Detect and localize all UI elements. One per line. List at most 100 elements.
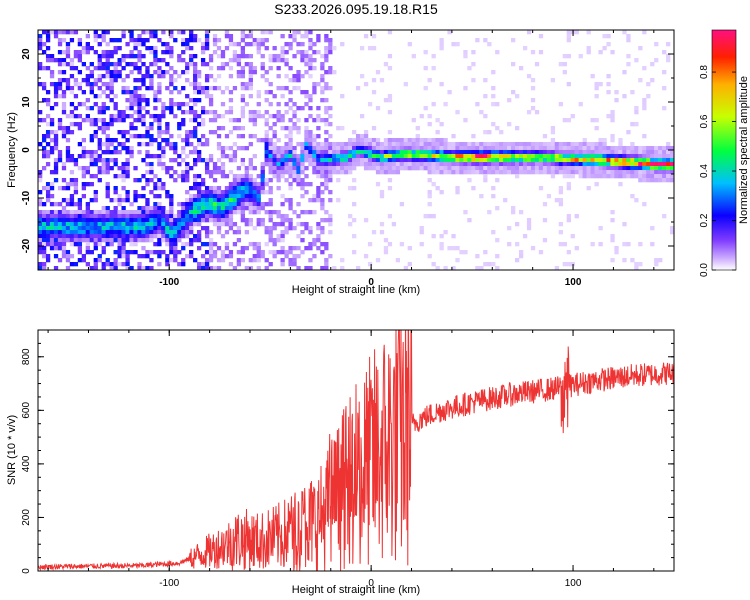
spectrogram-cell [586,158,591,163]
spectrogram-cell [208,118,214,123]
spectrogram-cell [77,58,83,63]
spectrogram-cell [189,198,194,203]
spectrogram-cell [57,202,63,207]
spectrogram-cell [216,190,222,195]
spectrogram-cell [169,230,174,235]
spectrogram-cell [133,54,138,59]
spectrogram-cell [614,246,619,251]
spectrogram-cell [57,70,63,75]
spectrogram-cell [391,138,397,143]
spectrogram-cell [77,114,83,119]
spectrogram-cell [101,82,106,87]
spectrogram-cell [268,142,273,147]
spectrogram-cell [443,162,448,167]
spectrogram-cell [173,170,178,175]
spectrogram-cell [320,146,325,151]
spectrogram-cell [185,178,190,183]
spectrogram-cell [459,166,464,171]
spectrogram-cell [240,146,245,151]
spectrogram-cell [193,90,198,95]
spectrogram-cell [646,170,651,175]
spectrogram-cell [642,66,647,71]
spectrogram-cell [97,238,102,243]
spectrogram-cell [646,150,651,155]
spectrogram-cell [288,106,293,111]
spectrogram-cell [471,62,476,67]
spectrogram-cell [316,38,321,43]
spectrogram-cell [479,162,484,167]
spectrogram-cell [356,86,361,91]
spectrogram-cell [566,38,571,43]
spectrogram-cell [248,218,253,223]
spectrogram-cell [121,206,126,211]
spectrogram-cell [57,158,63,163]
spectrogram-cell [312,142,317,147]
spectrogram-cell [133,214,138,219]
spectrogram-cell [534,158,540,163]
spectrogram-cell [69,38,75,43]
spectrogram-cell [77,230,83,235]
spectrogram-cell [125,166,130,171]
spectrogram-cell [189,62,194,67]
spectrogram-cell [81,150,86,155]
spectrogram-cell [248,182,253,187]
spectrogram-cell [507,122,512,127]
spectrogram-cell [594,154,599,159]
spectrogram-cell [375,258,381,263]
spectrogram-cell [495,50,500,55]
spectrogram-cell [268,126,273,131]
spectrogram-cell [173,86,178,91]
spectrogram-cell [141,158,146,163]
spectrogram-cell [65,30,71,35]
spectrogram-cell [93,210,98,215]
spectrogram-cell [666,166,671,171]
spectrogram-cell [530,162,536,167]
spectrogram-cell [45,122,51,127]
snr-series-line [38,330,674,571]
spectrogram-cell [228,98,234,103]
spectrogram-cell [212,162,218,167]
spectrogram-cell [208,170,214,175]
spectrogram-cell [101,50,106,55]
spectrogram-cell [268,218,273,223]
spectrogram-cell [526,166,532,171]
spectrogram-cell [626,242,631,247]
spectrogram-y-tick-label: -10 [21,190,32,205]
spectrogram-cell [459,146,464,151]
spectrogram-cell [383,162,389,167]
spectrogram-cell [606,158,611,163]
spectrogram-cell [292,246,297,251]
spectrogram-cell [288,246,293,251]
spectrogram-cell [562,262,567,267]
spectrogram-cell [252,186,257,191]
spectrogram-cell [264,178,269,183]
spectrogram-cell [165,70,170,75]
spectrogram-cell [220,218,226,223]
spectrogram-cell [284,134,289,139]
spectrogram-cell [224,46,230,51]
spectrogram-cell [391,154,397,159]
spectrogram-cell [574,166,579,171]
spectrogram-cell [264,138,269,143]
spectrogram-cell [399,154,405,159]
spectrogram-cell [670,178,674,183]
spectrogram-cell [534,166,540,171]
spectrogram-cell [248,258,253,263]
spectrogram-cell [610,138,615,143]
spectrogram-cell [117,222,122,227]
spectrogram-cell [208,202,214,207]
spectrogram-cell [260,178,265,183]
spectrogram-cell [93,266,98,270]
spectrogram-cell [554,142,560,147]
spectrogram-cell [177,74,182,79]
spectrogram-cell [260,38,265,43]
spectrogram-cell [518,170,524,175]
spectrogram-cell [292,262,297,267]
spectrogram-cell [216,230,222,235]
spectrogram-cell [487,210,492,215]
spectrogram-cell [149,78,154,83]
spectrogram-cell [312,82,317,87]
spectrogram-cell [105,42,110,47]
spectrogram-cell [61,58,67,63]
spectrogram-cell [312,194,317,199]
